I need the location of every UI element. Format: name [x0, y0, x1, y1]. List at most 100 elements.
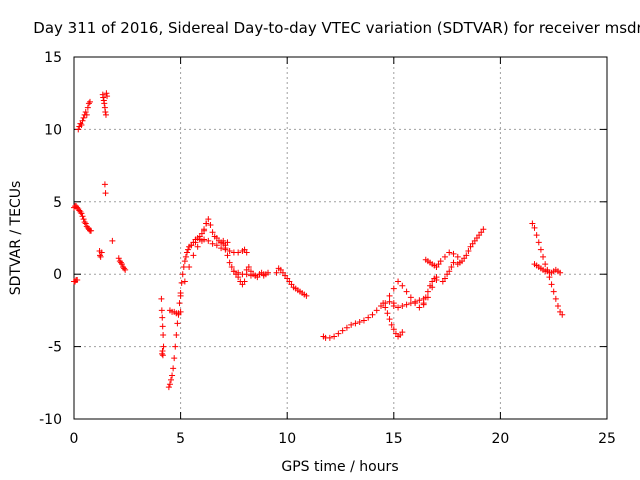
- data-point: [158, 295, 165, 302]
- data-point: [533, 232, 540, 239]
- data-point: [542, 261, 549, 268]
- data-point: [243, 249, 250, 256]
- data-point: [228, 263, 235, 270]
- data-point: [326, 334, 333, 341]
- data-point: [78, 122, 85, 129]
- data-point: [390, 285, 397, 292]
- series-1-2.5h: [96, 237, 129, 273]
- series-21.5-23h-flat: [531, 261, 564, 276]
- data-point: [101, 100, 108, 107]
- y-tick-label: -10: [39, 412, 62, 428]
- series-15-17h-b: [390, 295, 427, 311]
- axis-ticks: [73, 56, 608, 420]
- data-point: [441, 275, 448, 282]
- data-point: [243, 271, 250, 278]
- data-point: [188, 242, 195, 249]
- data-point: [102, 109, 109, 116]
- data-point: [554, 303, 561, 310]
- x-tick-label: 25: [598, 431, 616, 447]
- x-tick-label: 5: [176, 431, 185, 447]
- series-17-18h-cluster: [439, 259, 457, 285]
- data-point: [82, 220, 89, 227]
- data-point: [79, 213, 86, 220]
- data-point: [448, 263, 455, 270]
- series-flat-8-9h: [230, 268, 272, 279]
- data-point: [103, 90, 110, 97]
- data-point: [386, 292, 393, 299]
- data-point: [480, 226, 487, 233]
- series-4h-cluster: [158, 295, 167, 359]
- data-point: [78, 210, 85, 217]
- data-point: [201, 227, 208, 234]
- data-point: [241, 278, 248, 285]
- data-point: [260, 271, 267, 278]
- series-16.5-18h: [422, 249, 461, 270]
- data-point: [441, 253, 448, 260]
- tick-labels: 0 5 10 15 20 25 -10 -5 0 5 10 15: [39, 50, 616, 447]
- data-point: [399, 303, 406, 310]
- data-point: [209, 229, 216, 236]
- data-point: [540, 253, 547, 260]
- data-point: [122, 266, 129, 273]
- data-point: [82, 109, 89, 116]
- data-point: [416, 304, 423, 311]
- x-axis-label: GPS time / hours: [281, 459, 398, 475]
- data-point: [222, 245, 229, 252]
- y-tick-label: 0: [53, 267, 62, 283]
- data-point: [97, 253, 104, 260]
- data-point: [422, 294, 429, 301]
- data-point: [535, 239, 542, 246]
- data-point: [465, 248, 472, 255]
- data-point: [177, 292, 184, 299]
- data-point: [104, 93, 111, 100]
- data-point: [343, 324, 350, 331]
- data-point: [190, 252, 197, 259]
- data-point: [407, 294, 414, 301]
- data-point: [100, 94, 107, 101]
- data-point: [454, 253, 461, 260]
- y-tick-label: -5: [48, 340, 62, 356]
- series-dip-and-rise: [165, 220, 210, 391]
- data-point: [83, 111, 90, 118]
- y-tick-label: 5: [53, 195, 62, 211]
- data-point: [384, 310, 391, 317]
- x-tick-label: 0: [70, 431, 79, 447]
- data-points: [71, 90, 566, 391]
- data-point: [178, 279, 185, 286]
- data-point: [192, 239, 199, 246]
- data-point: [412, 298, 419, 305]
- data-point: [382, 304, 389, 311]
- data-point: [352, 320, 359, 327]
- y-tick-label: 15: [44, 50, 62, 66]
- data-point: [207, 221, 214, 228]
- data-point: [265, 269, 272, 276]
- x-tick-label: 20: [491, 431, 509, 447]
- data-point: [403, 301, 410, 308]
- data-point: [160, 332, 167, 339]
- series-early-mid: [71, 203, 95, 234]
- data-point: [205, 216, 212, 223]
- data-point: [102, 190, 109, 197]
- data-point: [531, 224, 538, 231]
- data-point: [172, 343, 179, 350]
- data-point: [373, 307, 380, 314]
- y-tick-label: 10: [44, 122, 62, 138]
- data-point: [437, 258, 444, 265]
- data-point: [390, 303, 397, 310]
- data-point: [173, 332, 180, 339]
- grid-lines: [74, 57, 607, 419]
- data-point: [86, 98, 93, 105]
- data-point: [182, 253, 189, 260]
- data-point: [80, 216, 87, 223]
- data-point: [335, 330, 342, 337]
- data-point: [226, 248, 233, 255]
- data-point: [194, 243, 201, 250]
- data-point: [273, 269, 280, 276]
- data-point: [205, 237, 212, 244]
- series-flat-low: [166, 307, 184, 317]
- data-point: [85, 100, 92, 107]
- data-point: [369, 311, 376, 318]
- data-point: [180, 263, 187, 270]
- data-point: [416, 297, 423, 304]
- data-point: [176, 300, 183, 307]
